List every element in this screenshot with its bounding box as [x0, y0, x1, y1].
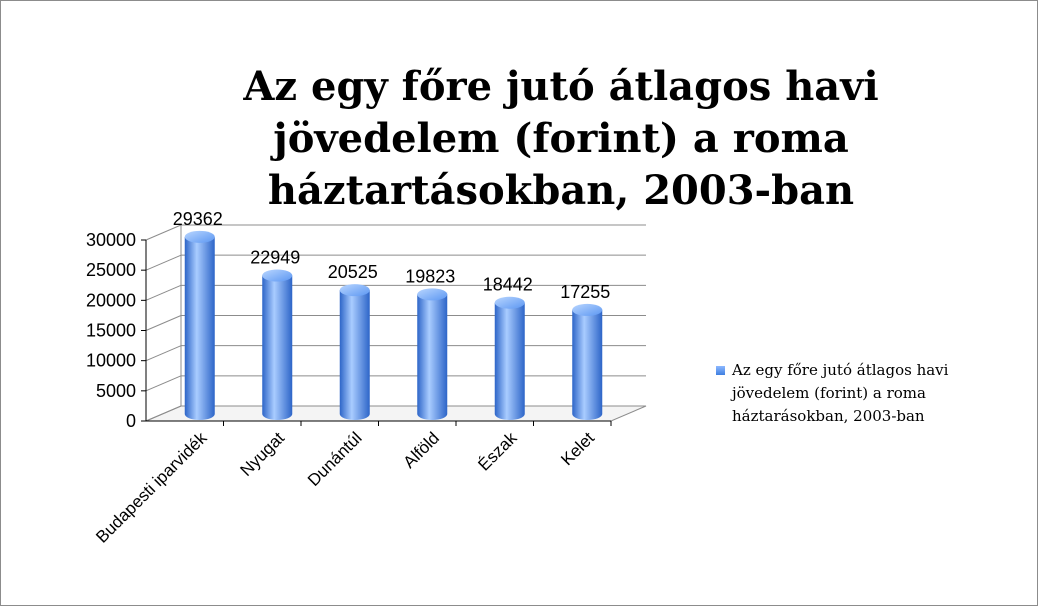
- category-label: Nyugat: [237, 428, 289, 480]
- bar: [572, 310, 602, 420]
- category-label: Dunántúl: [304, 428, 366, 490]
- bar-layer: [185, 231, 603, 420]
- data-label: 22949: [250, 248, 300, 268]
- y-tick-label: 15000: [86, 321, 136, 341]
- chart-floor: [146, 406, 646, 421]
- data-label: 18442: [483, 275, 533, 295]
- legend-label: Az egy főre jutó átlagos havi jövedelem …: [732, 359, 1026, 428]
- category-label: Kelet: [557, 428, 598, 469]
- legend: Az egy főre jutó átlagos havi jövedelem …: [716, 359, 1026, 428]
- bar-cap: [495, 297, 525, 309]
- side-gridline: [146, 316, 181, 331]
- bar-cap: [417, 288, 447, 300]
- side-gridline: [146, 255, 181, 270]
- side-gridline: [146, 346, 181, 361]
- data-label: 20525: [328, 262, 378, 282]
- y-tick-label: 30000: [86, 230, 136, 250]
- y-tick-label: 10000: [86, 351, 136, 371]
- bar-cap: [572, 304, 602, 316]
- bar: [417, 294, 447, 420]
- bar-cap: [340, 284, 370, 296]
- data-label: 17255: [560, 282, 610, 302]
- bar-cap: [262, 270, 292, 282]
- grid-layer: [146, 225, 646, 421]
- bar: [340, 290, 370, 420]
- y-tick-label: 25000: [86, 260, 136, 280]
- bar-cap: [185, 231, 215, 243]
- bar: [495, 303, 525, 420]
- y-tick-label: 5000: [96, 381, 136, 401]
- category-label: Alföld: [400, 428, 444, 472]
- side-gridline: [146, 285, 181, 300]
- bar: [262, 276, 292, 420]
- y-tick-label: 0: [126, 411, 136, 431]
- side-gridline: [146, 376, 181, 391]
- data-label: 19823: [405, 266, 455, 286]
- data-label: 29362: [173, 209, 223, 229]
- category-label: Budapesti iparvidék: [92, 428, 211, 547]
- y-tick-label: 20000: [86, 290, 136, 310]
- bar: [185, 237, 215, 420]
- category-label: Észak: [474, 428, 521, 475]
- legend-swatch: [716, 366, 725, 375]
